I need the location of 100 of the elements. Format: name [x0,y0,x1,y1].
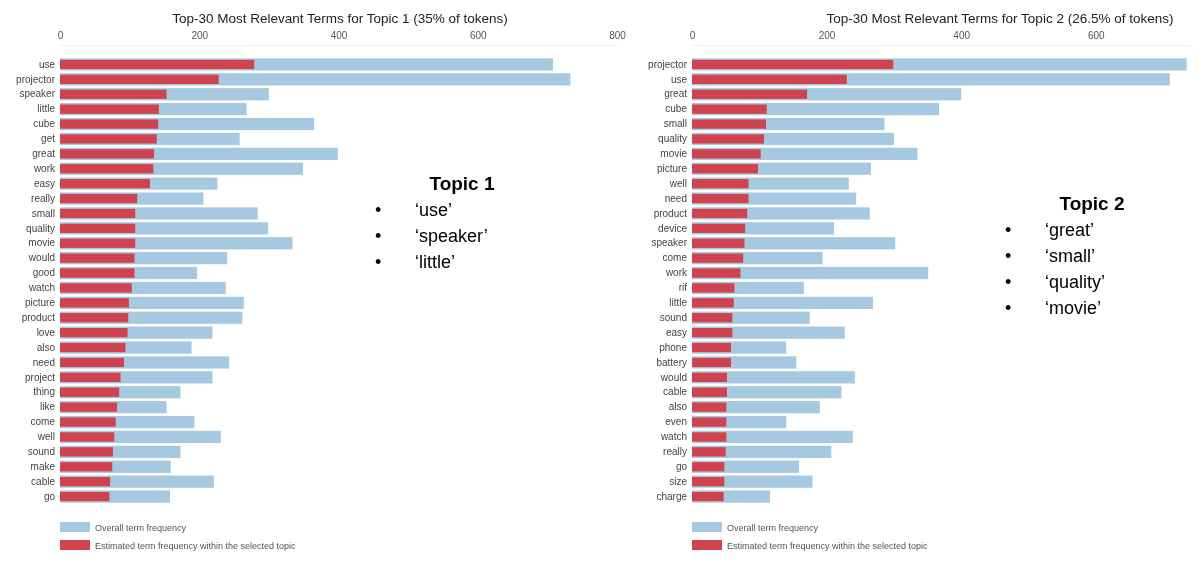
bar [692,193,749,204]
bar [692,164,758,174]
y-tick-label: well [668,177,687,189]
x-tick-label: 400 [330,30,348,41]
y-tick-label: project [24,371,56,383]
y-tick-label: make [30,460,56,472]
y-tick-label: picture [656,162,688,174]
bar [692,149,761,159]
bar [692,402,727,412]
x-tick-label: 800 [609,30,627,41]
legend-label: Overall term frequency [95,522,187,533]
text: • ‘great’ [1005,220,1095,240]
y-tick-label: great [32,148,56,160]
y-tick-label: watch [659,431,687,443]
y-tick-label: small [663,118,687,130]
y-tick-label: battery [656,356,687,368]
bar [692,298,734,308]
bar [692,432,727,442]
x-tick-label: 600 [469,30,488,41]
y-tick-label: well [36,431,55,443]
bar [692,477,725,487]
y-tick-label: little [669,297,688,309]
y-tick-label: little [37,103,56,115]
y-tick-label: speaker [19,88,56,100]
y-tick-label: love [36,326,56,338]
y-tick-label: size [669,475,688,487]
bar [60,462,113,472]
bar [692,134,765,144]
bar [60,432,115,442]
bar [692,268,741,278]
y-tick-label: sound [27,446,55,458]
legend-label: Estimated term frequency within the selected topic [727,540,929,551]
legend-label: Overall term frequency [727,522,819,533]
annotation: Topic 1 [429,173,495,194]
y-tick-label: good [32,267,55,279]
y-tick-label: would [27,252,55,264]
y-tick-label: rif [678,282,688,294]
bar [60,104,159,114]
bar [692,179,749,189]
bar [60,298,129,308]
bar [60,193,138,204]
bar [692,462,725,472]
bar [60,253,135,263]
x-tick-label: 0 [689,30,696,41]
bar [692,387,727,397]
bar [692,74,847,84]
y-tick-label: device [658,222,688,234]
bar [60,477,111,487]
y-tick-label: product [21,311,56,323]
y-tick-label: really [31,192,55,204]
bar [60,357,125,368]
y-tick-label: movie [28,237,56,249]
y-tick-label: projector [648,58,688,70]
y-tick-label: also [668,401,688,413]
y-tick-label: cube [33,118,56,130]
bar [60,447,113,457]
x-tick-label: 200 [191,30,209,41]
bar [692,447,726,457]
bar [60,59,255,70]
text: • ‘quality’ [1005,272,1106,292]
text: • ‘small’ [1005,246,1096,266]
text: • ‘movie’ [1005,298,1102,318]
y-tick-label: would [659,371,687,383]
y-tick-label: picture [24,297,56,309]
bar [692,357,732,368]
bar [692,59,894,70]
bar [60,119,159,129]
y-tick-label: small [31,207,55,219]
y-tick-label: speaker [651,237,688,249]
bar [60,402,118,412]
x-tick-label: 200 [818,30,836,41]
y-tick-label: like [39,401,56,413]
bar [60,417,116,427]
y-tick-label: work [664,267,688,279]
y-tick-label: use [38,58,56,70]
chart-title: Top-30 Most Relevant Terms for Topic 2 (26.5% of tokens) [826,11,1174,26]
bar [60,238,136,248]
bar [692,417,727,427]
y-tick-label: phone [659,341,688,353]
bar [60,223,136,233]
y-tick-label: go [43,490,56,502]
chart-title: Top-30 Most Relevant Terms for Topic 1 (35% of tokens) [172,11,508,26]
legend-label: Estimated term frequency within the selected topic [95,540,297,551]
y-tick-label: charge [656,490,688,502]
bar [692,223,746,233]
y-tick-label: easy [33,177,55,189]
y-tick-label: watch [27,282,55,294]
y-tick-label: come [662,252,688,264]
bar [60,387,120,397]
y-tick-label: need [664,192,687,204]
bar [692,328,733,338]
annotation: Topic 2 [1059,193,1125,214]
y-tick-label: really [663,446,687,458]
y-tick-label: great [664,88,688,100]
bar [60,283,132,293]
y-tick-label: need [32,356,55,368]
bar [692,283,735,293]
y-tick-label: also [36,341,56,353]
bar [60,134,157,144]
y-tick-label: movie [660,148,688,160]
